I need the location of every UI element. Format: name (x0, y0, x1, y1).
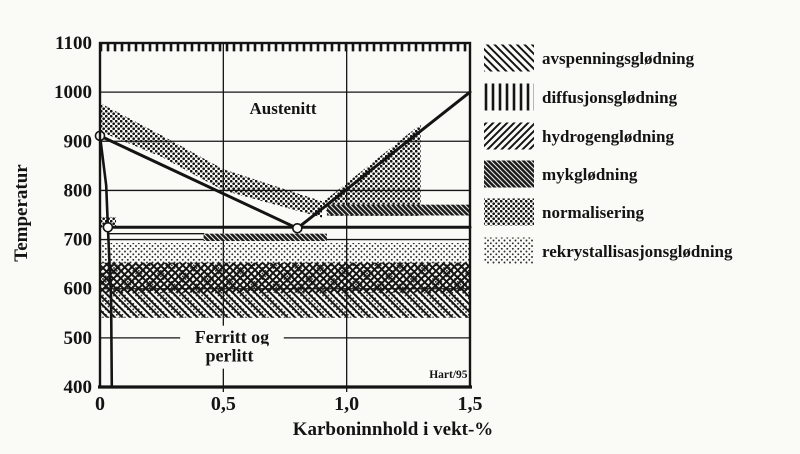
label-mask (191, 344, 268, 369)
band-avspenningsglodning (100, 262, 470, 318)
x-tick-label-1-5: 1,5 (458, 393, 483, 415)
legend-label-avspenningsglodning: avspenningsglødning (542, 49, 695, 68)
legend: avspenningsglødning diffusjonsglødning hyd… (484, 44, 733, 265)
acm-boundary-line (295, 90, 472, 230)
legend-label-rekrystallisasjonsglodning: rekrystallisasjonsglødning (542, 242, 733, 261)
legend-swatch-rekrystallisasjonsglodning (484, 237, 534, 265)
legend-label-hydrogenglodning: hydrogenglødning (542, 127, 674, 146)
y-tick-label-400: 400 (64, 377, 93, 398)
legend-label-normalisering: normalisering (542, 203, 644, 222)
legend-swatch-normalisering (484, 198, 534, 226)
band-mykglodning (326, 204, 470, 216)
y-tick-label-900: 900 (64, 131, 93, 152)
phase-point-marker-1 (102, 221, 114, 233)
a3-boundary-line (98, 134, 299, 230)
band-diffusjonsglodning (100, 43, 470, 52)
x-axis-title: Karboninnhold i vekt-% (293, 419, 494, 440)
band-normalisering (100, 103, 322, 218)
x-tick-label-0-5: 0,5 (211, 393, 236, 415)
region-label-perlitt: perlitt (206, 345, 254, 365)
y-tick-label-600: 600 (64, 279, 93, 300)
annealing-bands (100, 43, 470, 318)
y-tick-label-500: 500 (64, 328, 93, 349)
legend-swatch-hydrogenglodning (484, 122, 534, 150)
region-label-hart-95: Hart/95 (429, 369, 468, 381)
x-tick-label-1-0: 1,0 (334, 393, 359, 415)
y-tick-label-1100: 1100 (55, 33, 92, 54)
tick-labels: 400 500 600 700 800 900 1000 1100 0 0,5 1,0 1,5 (54, 33, 483, 415)
gridlines (100, 43, 470, 392)
region-label-ferritt-og: Ferritt og (195, 327, 269, 347)
legend-swatch-avspenningsglodning (484, 44, 534, 72)
legend-label-mykglodning: mykglødning (542, 165, 638, 184)
y-axis-title: Temperatur (11, 164, 32, 262)
y-tick-label-800: 800 (64, 180, 93, 201)
legend-swatch-diffusjonsglodning (484, 83, 534, 111)
legend-label-diffusjonsglodning: diffusjonsglødning (542, 88, 678, 107)
phase-boundary-lines (98, 90, 472, 389)
band-mykglodning (203, 233, 327, 242)
phase-point-marker-2 (292, 222, 303, 234)
y-tick-label-700: 700 (64, 230, 93, 251)
x-tick-label-0: 0 (95, 393, 105, 415)
legend-swatch-mykglodning (484, 160, 534, 188)
axes-frame (98, 41, 472, 389)
region-label-austenitt: Austenitt (249, 99, 316, 118)
y-tick-label-1000: 1000 (54, 82, 92, 103)
